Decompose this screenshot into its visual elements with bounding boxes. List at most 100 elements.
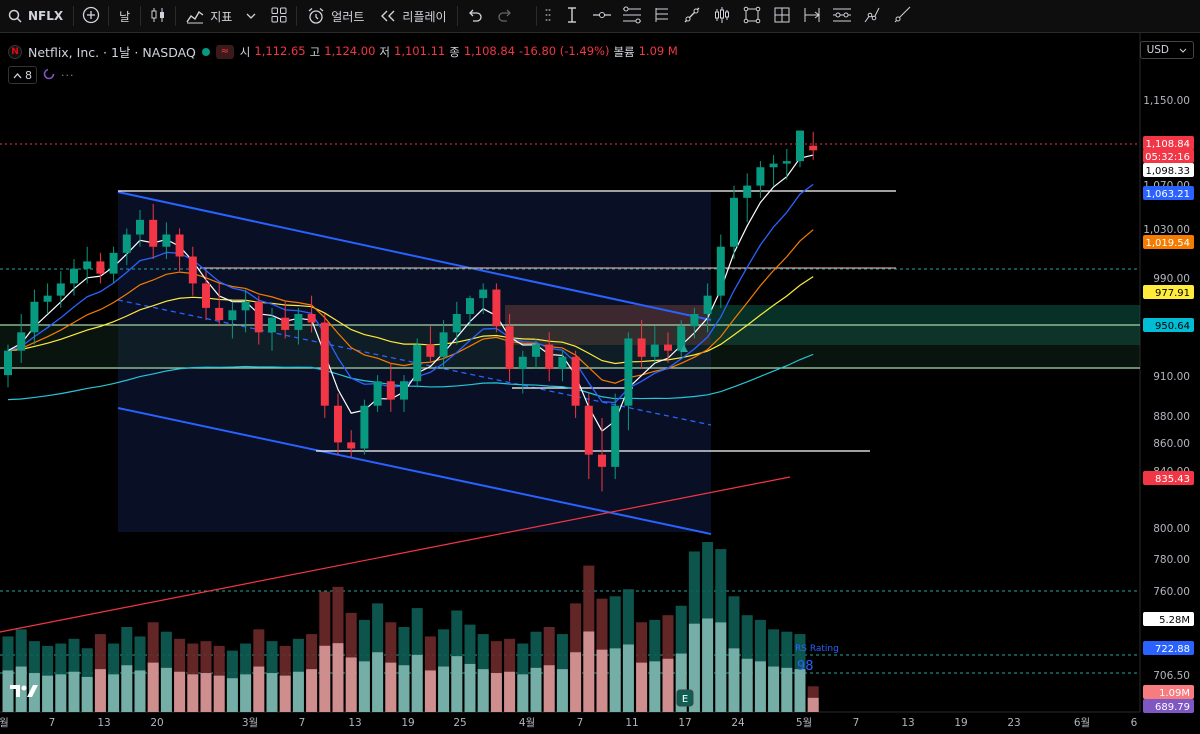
volume-bar-overlay <box>807 697 819 712</box>
gann-box-tool[interactable] <box>767 0 797 32</box>
alert-button[interactable]: 얼러트 <box>299 0 372 32</box>
candle-body <box>109 252 118 274</box>
volume-bar-overlay <box>649 661 661 712</box>
volume-bar-overlay <box>715 622 727 712</box>
trend-line-tool[interactable] <box>677 0 707 32</box>
rectangle-tool[interactable] <box>737 0 767 32</box>
redo-icon <box>497 8 513 25</box>
interval-button[interactable]: 날 <box>119 9 131 24</box>
time-tick-label: 5월 <box>796 717 812 729</box>
volume-bar-overlay <box>504 671 516 712</box>
bars-pattern-icon <box>713 6 731 27</box>
gann-box-icon <box>773 6 791 27</box>
close-label: 종 <box>449 44 460 59</box>
earnings-marker-label: E <box>682 694 688 705</box>
demand-zone <box>0 325 1140 369</box>
date-range-icon <box>803 6 821 27</box>
indicators-button[interactable]: 지표 <box>178 0 264 32</box>
ohlc-values: 시 1,112.65 고 1,124.00 저 1,101.11 종 1,108.84 … <box>240 44 678 60</box>
rs-rating-label: RS Rating <box>795 644 839 654</box>
volume-bar-overlay <box>530 667 542 712</box>
undo-button[interactable] <box>460 0 490 32</box>
price-tick-label: 860.00 <box>1153 438 1190 450</box>
candle-body <box>268 317 276 333</box>
templates-button[interactable] <box>264 0 294 32</box>
candle-body <box>373 381 382 406</box>
indicators-toggle[interactable]: 8 <box>8 66 37 84</box>
price-tag <box>1143 136 1194 150</box>
candle-body <box>690 314 699 327</box>
redo-button[interactable] <box>490 0 520 32</box>
time-tick-label: 11 <box>625 717 638 729</box>
volume-bar-overlay <box>411 654 423 712</box>
candle-body <box>677 326 686 351</box>
candle-body <box>149 219 158 247</box>
volume-bar-overlay <box>266 673 278 712</box>
volume-bar-overlay <box>464 663 476 712</box>
ema-blue-line <box>7 183 814 404</box>
more-options-icon[interactable]: ··· <box>61 68 75 82</box>
divider <box>535 6 537 26</box>
candle-body <box>175 234 184 257</box>
candle-body <box>17 332 26 351</box>
price-tag <box>1143 235 1194 249</box>
low-label: 저 <box>379 44 391 59</box>
text-cursor-tool[interactable] <box>557 0 587 32</box>
chevron-down-icon[interactable] <box>246 13 256 19</box>
ema-red-line <box>0 476 791 633</box>
chart-type-button[interactable] <box>143 0 173 32</box>
chart-area[interactable]: ERS Rating981,150.001,070.001,030.00990.… <box>0 33 1200 734</box>
candle-body <box>624 338 633 406</box>
candle-body <box>479 289 488 299</box>
candle-body <box>571 356 580 406</box>
volume-bar-overlay <box>702 618 714 712</box>
volume-bar-overlay <box>794 669 806 712</box>
channel-upper-line <box>117 191 712 321</box>
price-tag <box>1143 641 1194 655</box>
candle-body <box>439 332 448 357</box>
candle-body <box>518 356 527 370</box>
flag-icon[interactable]: ≈ <box>215 44 234 59</box>
price-chart[interactable]: ERS Rating981,150.001,070.001,030.00990.… <box>0 33 1200 734</box>
candle-body <box>360 405 369 449</box>
price-tag-label: 950.64 <box>1155 321 1190 332</box>
divider <box>456 6 458 26</box>
price-tick-label: 1,030.00 <box>1143 224 1190 236</box>
price-tick-label: 800.00 <box>1153 523 1190 535</box>
volume-bar-overlay <box>424 670 436 712</box>
long-position-tool[interactable] <box>707 0 737 32</box>
volume-bar-overlay <box>609 648 621 712</box>
volume-bar-overlay <box>134 670 146 712</box>
indicators-row: 8 ··· <box>8 66 75 84</box>
price-tag-label: 1,098.33 <box>1145 166 1190 177</box>
drag-handle[interactable] <box>539 0 557 32</box>
candle-body <box>70 268 78 284</box>
price-tag <box>1143 318 1194 332</box>
candle-body <box>188 256 197 284</box>
date-range-tool[interactable] <box>797 0 827 32</box>
indicator-count: 8 <box>25 68 32 82</box>
symbol-description[interactable]: Netflix, Inc. · 1날 · NASDAQ <box>28 45 196 60</box>
path-tool[interactable] <box>857 0 887 32</box>
compare-symbol-button[interactable] <box>76 0 106 32</box>
volume-bar-overlay <box>174 671 186 712</box>
volume-bar-overlay <box>385 662 397 712</box>
candle-body <box>492 289 501 327</box>
horizontal-ray-tool[interactable] <box>587 0 617 32</box>
currency-selector[interactable]: USD <box>1139 41 1194 59</box>
horizontal-line-icon <box>592 9 612 23</box>
price-range-tool[interactable] <box>827 0 857 32</box>
pitchfork-tool[interactable] <box>647 0 677 32</box>
price-tag-label: 1,108.84 <box>1145 139 1190 150</box>
symbol-search-button[interactable]: NFLX <box>0 0 71 32</box>
volume-bar-overlay <box>55 674 67 712</box>
volume-bar-overlay <box>688 623 700 712</box>
candle-body <box>254 301 263 333</box>
candle-body <box>228 310 237 321</box>
replay-button[interactable]: 리플레이 <box>372 0 454 32</box>
divider <box>296 6 298 26</box>
ray-tool[interactable] <box>887 0 917 32</box>
parallel-channel-tool[interactable] <box>617 0 647 32</box>
time-tick-label: 7 <box>853 717 860 729</box>
price-tag-label: 722.88 <box>1155 644 1190 655</box>
